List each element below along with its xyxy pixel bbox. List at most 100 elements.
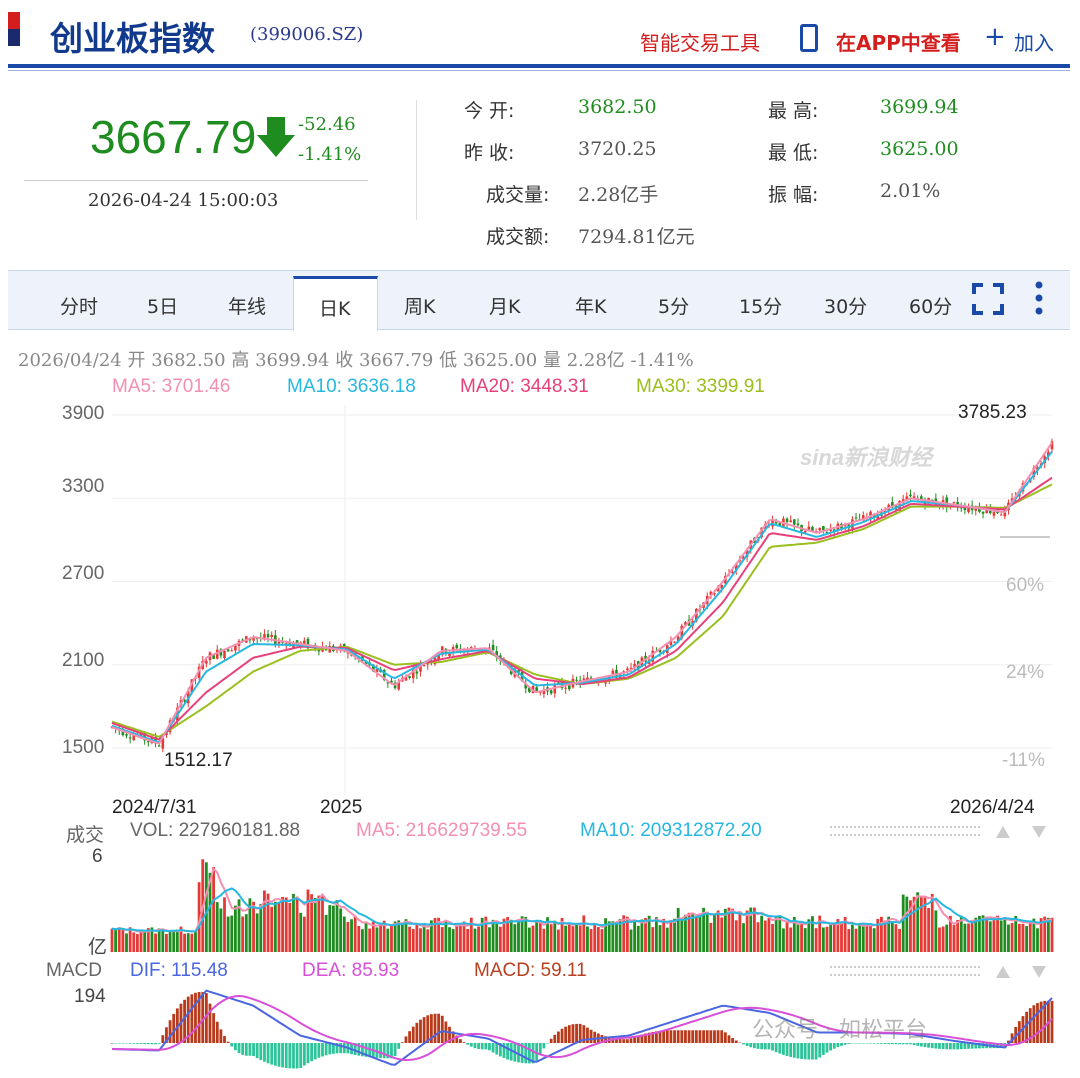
macd-pane-toggle-icon[interactable] [994, 964, 1052, 980]
volume-bar [883, 920, 887, 952]
volume-pane-toggle-icon[interactable] [994, 824, 1052, 840]
macd-histogram-bar [694, 1030, 698, 1043]
volume-bar [183, 933, 186, 952]
macd-histogram-bar [542, 1043, 546, 1049]
tab-5day[interactable]: 5日 [147, 296, 179, 318]
volume-bar [328, 905, 332, 952]
candle-body [822, 526, 825, 531]
candle-body [553, 685, 557, 694]
tab-monthly-k[interactable]: 月K [489, 296, 521, 318]
candle-body [470, 647, 473, 649]
tab-weekly-k[interactable]: 周K [404, 296, 436, 318]
header-divider-thin [8, 70, 1070, 71]
fullscreen-icon[interactable] [972, 283, 1004, 315]
macd-histogram-bar [201, 992, 205, 1043]
volume-bar [219, 908, 223, 952]
volume-bar [742, 923, 745, 952]
volume-bar [909, 900, 912, 952]
y-tick-label: 3900 [62, 403, 105, 424]
candle-body [422, 665, 426, 667]
macd-histogram-bar [197, 992, 201, 1043]
macd-histogram-bar [905, 1043, 909, 1045]
candle-body [230, 650, 234, 652]
macd-histogram-bar [273, 1043, 277, 1066]
macd-histogram-bar [440, 1015, 444, 1043]
x-tick-label: 2026/4/24 [950, 797, 1035, 818]
volume-bar [408, 926, 412, 952]
macd-histogram-bar [1025, 1011, 1028, 1043]
view-in-app-link[interactable]: 在APP中查看 [836, 31, 961, 55]
macd-histogram-bar [125, 1043, 128, 1044]
tab-5min[interactable]: 5分 [658, 296, 690, 318]
candle-body [364, 660, 368, 665]
more-menu-icon[interactable] [1034, 281, 1044, 315]
volume-bar [397, 920, 401, 952]
macd-histogram-bar [241, 1043, 245, 1055]
macd-histogram-bar [212, 1013, 216, 1043]
candle-body [1032, 467, 1036, 477]
phone-icon[interactable] [800, 24, 818, 52]
volume-bar [204, 862, 208, 952]
macd-histogram-bar [604, 1036, 607, 1043]
volume-bar [684, 914, 687, 952]
macd-histogram-bar [139, 1043, 143, 1044]
macd-histogram-bar [850, 1043, 854, 1044]
macd-histogram-bar [136, 1043, 139, 1044]
tab-60min[interactable]: 60分 [909, 296, 953, 318]
volume-bar [919, 896, 923, 952]
volume-bar [382, 920, 386, 952]
macd-histogram-bar [397, 1043, 401, 1049]
volume-bar [433, 918, 437, 952]
macd-histogram-bar [894, 1043, 898, 1045]
macd-chart[interactable] [0, 985, 1080, 1078]
candle-body [372, 664, 375, 672]
volume-bar [771, 923, 774, 952]
volume-bar [1017, 923, 1021, 952]
candle-body [851, 519, 854, 529]
volume-chart[interactable] [0, 848, 1080, 960]
macd-histogram-bar [669, 1030, 673, 1043]
volume-bar [513, 924, 517, 952]
tab-30min[interactable]: 30分 [824, 296, 868, 318]
macd-y-top: 194 [74, 986, 106, 1007]
volume-bar [589, 929, 593, 952]
smart-trade-tools-link[interactable]: 智能交易工具 [640, 31, 760, 55]
macd-histogram-bar [1036, 1003, 1039, 1043]
macd-histogram-bar [767, 1043, 771, 1050]
volume-bar [488, 927, 491, 952]
tab-intraday[interactable]: 分时 [60, 296, 99, 318]
volume-bar [894, 924, 898, 952]
candle-body [535, 687, 538, 692]
turnover-value: 7294.81亿元 [578, 226, 695, 248]
add-watchlist-button[interactable]: 加入 [1014, 31, 1054, 55]
volume-bar [792, 917, 796, 952]
kline-chart[interactable] [0, 395, 1080, 820]
macd-histogram-bar [263, 1043, 266, 1062]
macd-histogram-bar [593, 1031, 597, 1043]
plus-icon[interactable]: + [984, 22, 1006, 52]
volume-bar [549, 924, 553, 952]
tab-yearly-k[interactable]: 年K [575, 296, 607, 318]
candle-body [328, 646, 332, 653]
volume-bar [963, 923, 967, 952]
macd-histogram-bar [734, 1040, 738, 1043]
macd-histogram-bar [738, 1042, 742, 1044]
tab-yearline[interactable]: 年线 [228, 296, 267, 318]
volume-bar [912, 896, 916, 952]
candle-body [382, 669, 386, 680]
macd-histogram-bar [306, 1043, 310, 1064]
ma-line-ma5 [111, 442, 1053, 745]
price-change-pct: -1.41% [298, 144, 362, 165]
candle-body [495, 651, 499, 658]
open-label: 今 开: [464, 100, 515, 122]
tab-daily-k[interactable]: 日K [319, 298, 351, 320]
macd-histogram-bar [172, 1013, 176, 1043]
candle-body [967, 507, 970, 513]
volume-bar [560, 917, 564, 952]
tab-15min[interactable]: 15分 [739, 296, 783, 318]
macd-histogram-bar [259, 1043, 263, 1061]
prev-close-value: 3720.25 [578, 138, 657, 160]
volume-bar [292, 893, 295, 952]
brand-flag-icon [8, 12, 20, 46]
volume-bar [154, 933, 157, 952]
